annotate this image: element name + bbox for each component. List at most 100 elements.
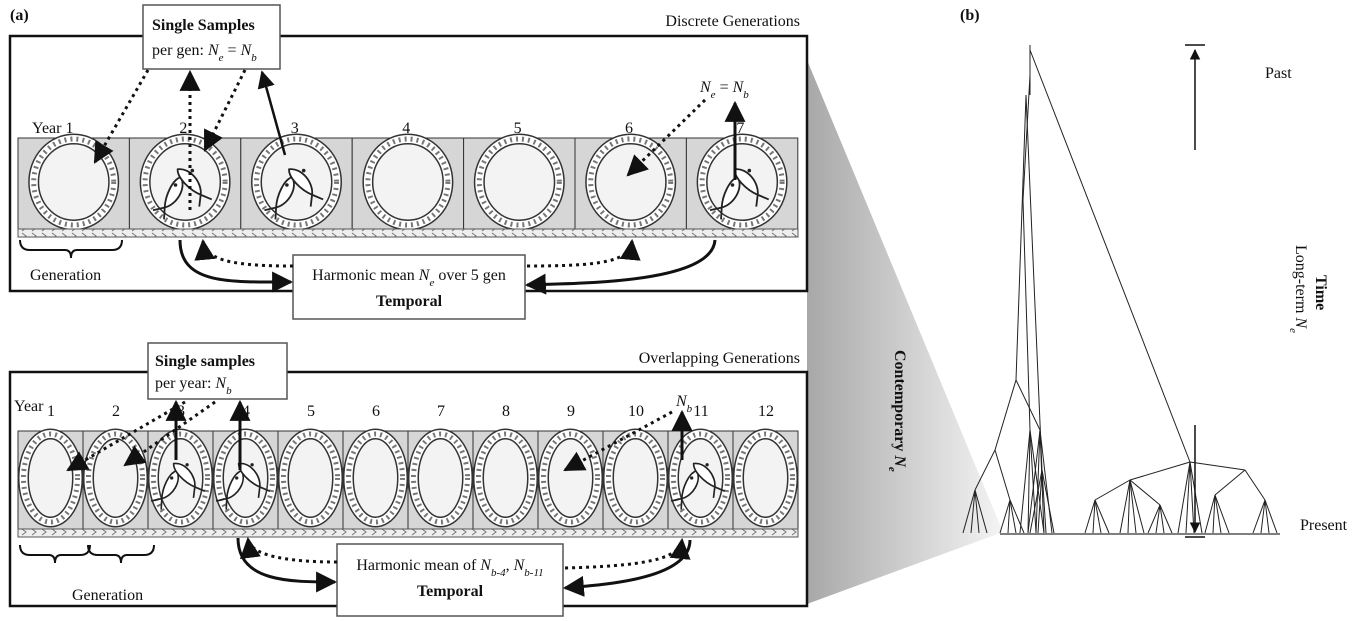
- fish-eye: [191, 169, 195, 173]
- dotted-arrow: [527, 241, 632, 266]
- fish-eye: [731, 183, 735, 187]
- year-label: 3: [291, 120, 299, 137]
- year-label: Year 1: [32, 120, 73, 137]
- fish-eye: [690, 476, 693, 479]
- fish-eye: [250, 463, 253, 466]
- year-label: 5: [307, 403, 315, 420]
- text-run: =: [716, 79, 733, 96]
- year-label: 2: [112, 403, 120, 420]
- rich-text: Ne = Nb: [699, 79, 749, 101]
- subscript: e: [886, 467, 898, 472]
- fish-eye: [285, 183, 289, 187]
- tree-branch: [1095, 500, 1101, 533]
- text-box: [143, 5, 280, 69]
- solid-arrow: [565, 540, 690, 588]
- panel-label: (b): [960, 7, 980, 24]
- year-label: 7: [736, 120, 744, 137]
- subscript: b: [226, 385, 232, 397]
- box-title: Temporal: [376, 293, 443, 310]
- fish-eye: [174, 183, 178, 187]
- year-label: 4: [242, 403, 250, 420]
- tree-branch: [1095, 500, 1109, 533]
- tree-branch: [1010, 500, 1016, 533]
- tree-branch: [1023, 200, 1030, 430]
- panel-title: Overlapping Generations: [639, 350, 800, 367]
- text-run: over 5 gen: [434, 267, 506, 284]
- text-run: Contemporary: [891, 350, 908, 455]
- time-strip: [18, 229, 798, 237]
- tree-branch: [1095, 480, 1130, 500]
- dotted-arrow: [565, 540, 682, 568]
- solid-arrow: [527, 240, 715, 285]
- tree-branch: [1026, 95, 1042, 470]
- tree-branch: [1130, 480, 1136, 533]
- subscript: b-11: [524, 567, 543, 579]
- box-title: Single samples: [155, 353, 255, 370]
- tree-branch: [1190, 462, 1245, 470]
- fish-eye: [748, 169, 752, 173]
- text-run: ,: [506, 557, 514, 574]
- subscript: b-4: [491, 567, 506, 579]
- axis-label: Past: [1265, 65, 1292, 82]
- generation-label: Generation: [72, 587, 143, 604]
- tree-branch: [1245, 470, 1265, 500]
- text-run: Harmonic mean of: [356, 557, 480, 574]
- year-label: 2: [179, 120, 187, 137]
- subscript: b: [743, 89, 749, 101]
- tree-branch: [995, 380, 1016, 450]
- zoom-wedge: [807, 60, 1003, 604]
- year-label: 10: [628, 403, 644, 420]
- tree-branch: [1215, 470, 1245, 495]
- solid-arrow: [180, 240, 291, 282]
- year-label: 9: [567, 403, 575, 420]
- text-run: Long-term: [1292, 245, 1309, 317]
- tree-branch: [1030, 50, 1190, 462]
- year-label: 6: [372, 403, 380, 420]
- tree-branch: [1130, 480, 1160, 505]
- text-run: =: [224, 42, 241, 59]
- dotted-arrow: [248, 539, 337, 562]
- rich-text: Nb: [675, 393, 693, 415]
- fish-eye: [185, 463, 188, 466]
- year-label: 6: [625, 120, 633, 137]
- year-label: 1: [47, 403, 55, 420]
- rich-text: Long-term Ne: [1287, 245, 1309, 333]
- panel-label: (a): [10, 7, 29, 24]
- generation-label: Generation: [30, 267, 101, 284]
- year-label: 4: [402, 120, 410, 137]
- tree-branch: [1130, 480, 1144, 533]
- year-label: 8: [502, 403, 510, 420]
- text-run: Harmonic mean: [312, 267, 419, 284]
- tree-branch: [1016, 380, 1040, 430]
- bracket: [20, 545, 90, 563]
- subscript: e: [1287, 328, 1299, 333]
- year-label: 5: [514, 120, 522, 137]
- text-run: per gen:: [152, 42, 208, 59]
- tree-branch: [1130, 462, 1190, 480]
- fish-eye: [302, 169, 306, 173]
- tree-branch: [975, 450, 995, 490]
- fish-eye: [705, 463, 708, 466]
- dotted-arrow: [203, 241, 293, 266]
- figure: (a) (b) Discrete Generations Overlapping…: [0, 0, 1361, 621]
- box-title: Single Samples: [152, 17, 255, 34]
- year-label: 12: [758, 403, 774, 420]
- axis-label: Time: [1312, 275, 1329, 310]
- panel-title: Discrete Generations: [665, 13, 800, 30]
- text-box: [337, 544, 563, 616]
- bracket: [88, 545, 154, 563]
- year-label: Year: [14, 398, 44, 415]
- year-label: 7: [437, 403, 445, 420]
- fish-eye: [235, 476, 238, 479]
- tree-branch: [1215, 495, 1221, 533]
- year-label: 11: [693, 403, 708, 420]
- axis-label: Present: [1300, 517, 1348, 534]
- box-title: Temporal: [417, 583, 484, 600]
- time-strip: [18, 529, 798, 537]
- subscript: b: [251, 52, 257, 64]
- subscript: b: [687, 403, 693, 415]
- fish-eye: [170, 476, 173, 479]
- tree-branch: [1215, 495, 1229, 533]
- bracket: [20, 240, 122, 258]
- tree-branch: [995, 450, 1010, 500]
